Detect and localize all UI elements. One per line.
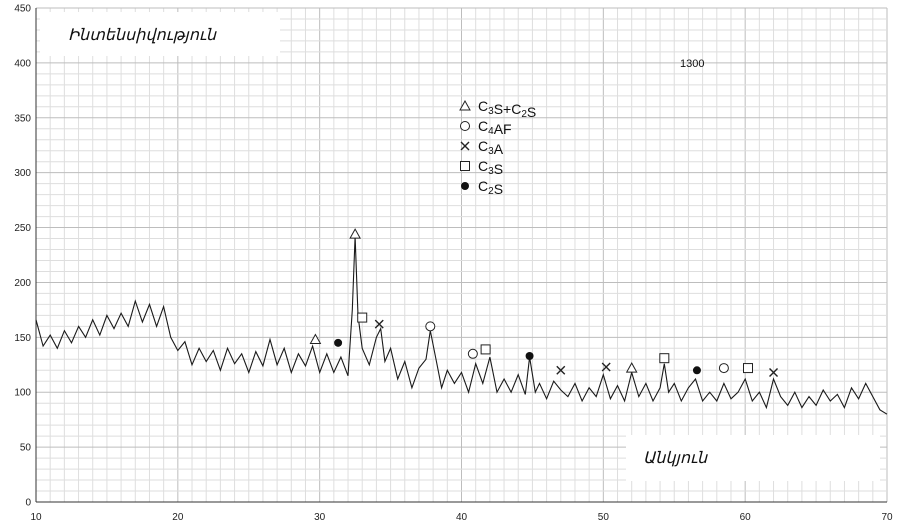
x-tick-label: 10 <box>30 512 42 523</box>
y-tick-label: 300 <box>14 168 31 179</box>
marker-dot <box>461 182 469 190</box>
y-tick-label: 0 <box>25 498 31 509</box>
marker-circle <box>425 321 436 332</box>
chart-title: 1300 <box>680 58 704 70</box>
xlabel-box <box>626 435 880 481</box>
marker-cross <box>460 141 470 151</box>
legend-label: C4AF <box>478 118 512 137</box>
series-line <box>35 236 888 415</box>
x-tick-label: 70 <box>881 512 893 523</box>
x-tick-label: 20 <box>172 512 184 523</box>
marker-cross <box>374 319 384 329</box>
marker-cross <box>769 367 779 377</box>
marker-cross-stroke <box>601 362 611 372</box>
y-tick-label: 400 <box>14 58 31 69</box>
marker-square <box>743 363 754 374</box>
phase-markers <box>309 228 779 377</box>
grid <box>35 7 888 503</box>
marker-circle <box>718 363 729 374</box>
x-tick-label: 50 <box>598 512 610 523</box>
legend-label: C2S <box>478 178 503 197</box>
marker-cross-stroke <box>769 367 779 377</box>
marker-triangle <box>309 333 322 345</box>
y-tick-label: 450 <box>14 4 31 15</box>
x-tick-labels: 10 20 30 40 50 60 70 <box>30 512 893 523</box>
marker-cross-stroke <box>460 141 470 151</box>
y-axis-label: Ինտենսիվություն <box>68 27 217 44</box>
x-tick-label: 60 <box>740 512 752 523</box>
marker-dot <box>525 351 534 360</box>
legend-label: C3S <box>478 158 503 177</box>
legend-label: C3S+C2S <box>478 98 536 120</box>
y-tick-labels: 0 50 100 150 200 250 300 350 400 450 <box>14 4 31 509</box>
x-tick-label: 30 <box>314 512 326 523</box>
marker-dot <box>692 366 701 375</box>
y-tick-label: 250 <box>14 223 31 234</box>
marker-cross <box>601 362 611 372</box>
marker-triangle <box>625 362 638 373</box>
marker-square <box>460 161 470 171</box>
marker-circle <box>460 121 470 131</box>
marker-triangle <box>459 99 471 111</box>
marker-square <box>659 353 670 364</box>
y-tick-label: 50 <box>20 443 32 454</box>
marker-square <box>357 312 368 323</box>
legend-label: C3A <box>478 138 504 157</box>
marker-dot <box>334 338 343 347</box>
y-tick-label: 350 <box>14 113 31 124</box>
y-tick-label: 100 <box>14 388 31 399</box>
marker-cross <box>556 365 566 375</box>
marker-square <box>480 344 491 355</box>
y-tick-label: 150 <box>14 333 31 344</box>
ylabel-box <box>40 12 280 56</box>
x-tick-label: 40 <box>456 512 468 523</box>
x-axis-label: Անկյուն <box>643 450 708 467</box>
marker-triangle <box>349 228 361 239</box>
marker-cross-stroke <box>556 365 566 375</box>
marker-circle <box>467 348 478 359</box>
y-tick-label: 200 <box>14 278 31 289</box>
marker-cross-stroke <box>374 319 384 329</box>
